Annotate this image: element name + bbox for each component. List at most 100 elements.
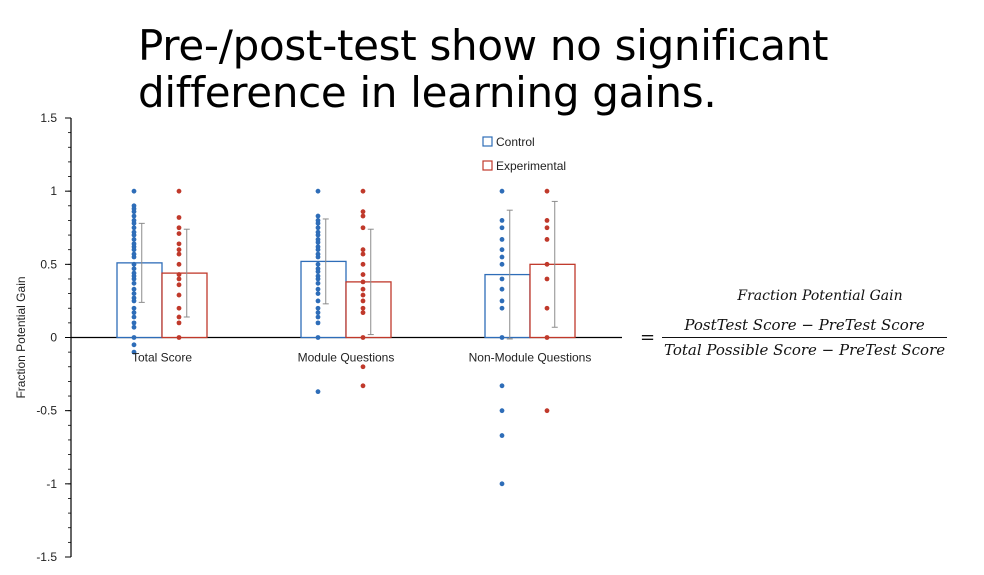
data-point-control (315, 335, 321, 340)
data-point-control (499, 433, 505, 438)
legend-label-experimental: Experimental (496, 159, 566, 173)
data-point-experimental (360, 364, 366, 370)
data-point-experimental (176, 241, 182, 247)
data-point-control (315, 286, 321, 292)
data-point-control (131, 310, 137, 316)
data-point-control (499, 225, 505, 231)
y-tick-label: -1 (46, 477, 57, 491)
slide-title-line-1: Pre-/post-test show no significant (138, 21, 829, 70)
data-point-experimental (176, 335, 182, 340)
data-point-experimental (360, 305, 366, 311)
data-point-experimental (176, 305, 182, 311)
y-tick-label: 0 (50, 331, 57, 345)
bar-control (116, 262, 163, 339)
data-point-control (499, 261, 505, 267)
y-tick-label: 0.5 (40, 257, 57, 271)
data-point-experimental (176, 188, 182, 194)
bar-experimental (345, 281, 392, 339)
data-point-experimental (360, 298, 366, 304)
formula: Fraction Potential Gain = PostTest Score… (640, 288, 980, 359)
data-point-control (131, 280, 137, 286)
data-point-control (131, 254, 137, 260)
fraction-bar (662, 337, 948, 338)
data-point-control (499, 286, 505, 292)
data-point-control (131, 349, 137, 355)
data-point-experimental (360, 213, 366, 219)
x-category-label: Module Questions (298, 351, 395, 365)
data-point-control (499, 254, 505, 260)
data-point-control (131, 261, 137, 267)
data-point-control (499, 408, 505, 414)
data-point-experimental (544, 188, 550, 194)
data-point-experimental (360, 209, 366, 215)
data-point-control (131, 286, 137, 292)
formula-title: Fraction Potential Gain (737, 288, 903, 304)
data-point-control (131, 335, 137, 340)
formula-equation: = PostTest Score − PreTest Score Total P… (640, 316, 980, 359)
data-point-experimental (176, 292, 182, 298)
data-point-experimental (360, 225, 366, 231)
data-point-control (315, 310, 321, 316)
y-axis-title: Fraction Potential Gain (14, 276, 28, 398)
data-point-experimental (176, 272, 182, 277)
data-point-control (131, 247, 137, 253)
data-point-control (499, 305, 505, 311)
data-point-experimental (176, 276, 182, 282)
data-point-control (499, 276, 505, 282)
data-point-experimental (360, 279, 366, 285)
data-point-control (315, 291, 321, 296)
data-point-control (131, 225, 137, 231)
data-point-experimental (360, 247, 366, 253)
y-tick-label: 1 (50, 184, 57, 198)
bar-control (484, 273, 531, 339)
data-point-experimental (176, 215, 182, 220)
data-point-control (315, 269, 321, 275)
data-point-control (315, 276, 321, 282)
y-tick-label: 1.5 (40, 111, 57, 125)
slide-title-line-2: difference in learning gains. (138, 68, 717, 117)
data-point-control (315, 239, 321, 245)
formula-numerator: PostTest Score − PreTest Score (684, 316, 925, 334)
data-point-control (315, 213, 321, 219)
data-point-experimental (360, 261, 366, 267)
legend-swatch-experimental (482, 160, 493, 171)
data-point-experimental (176, 251, 182, 257)
data-point-control (131, 324, 137, 330)
data-point-experimental (544, 218, 550, 223)
y-tick-label: -0.5 (36, 404, 57, 418)
equals-sign: = (640, 327, 656, 348)
data-point-control (131, 209, 137, 215)
data-point-experimental (360, 335, 366, 340)
data-point-control (131, 314, 137, 320)
data-point-control (131, 320, 137, 326)
data-point-experimental (360, 292, 366, 298)
data-point-experimental (360, 286, 366, 292)
data-point-control (315, 225, 321, 231)
y-tick-label: -1.5 (36, 550, 57, 564)
data-point-experimental (544, 335, 550, 340)
data-point-control (315, 314, 321, 320)
data-point-control (315, 232, 321, 238)
data-point-control (499, 298, 505, 304)
data-point-control (131, 291, 137, 296)
data-point-control (315, 247, 321, 253)
x-category-label: Non-Module Questions (469, 351, 592, 365)
data-point-experimental (176, 320, 182, 326)
data-point-control (131, 298, 137, 304)
data-point-control (131, 220, 137, 226)
data-point-control (499, 237, 505, 242)
data-point-control (131, 266, 137, 272)
data-point-experimental (176, 282, 182, 288)
data-point-experimental (544, 225, 550, 231)
data-point-experimental (544, 276, 550, 282)
data-point-experimental (360, 188, 366, 194)
data-point-control (131, 232, 137, 238)
formula-fraction: PostTest Score − PreTest Score Total Pos… (662, 316, 948, 359)
data-point-control (499, 247, 505, 253)
data-point-experimental (176, 231, 182, 237)
data-point-control (315, 305, 321, 311)
data-point-control (315, 220, 321, 226)
data-point-control (315, 261, 321, 267)
data-point-experimental (176, 247, 182, 253)
data-point-control (315, 280, 321, 286)
